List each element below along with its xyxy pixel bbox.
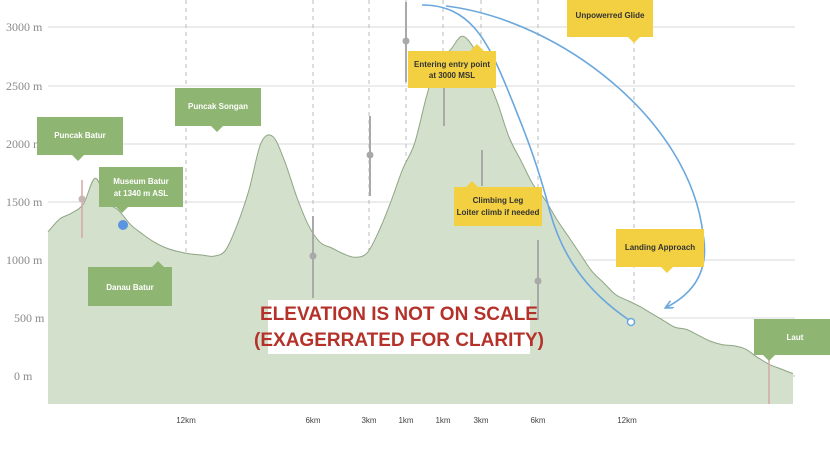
descent-path-line	[421, 4, 630, 321]
y-tick-label: 1500 m	[6, 195, 43, 209]
waypoint-dot	[366, 151, 374, 159]
y-tick-label: 2000 m	[6, 137, 43, 151]
callout-label: Danau Batur	[106, 283, 154, 292]
callout-climbing-leg: Climbing Leg Loiter climb if needed	[454, 181, 542, 226]
waypoint-dot	[534, 277, 542, 285]
glide-path-arrow	[445, 5, 706, 307]
x-tick-label: 12km	[176, 416, 196, 425]
callout-label: Loiter climb if needed	[457, 208, 540, 217]
callout-danau-batur: Danau Batur	[88, 261, 172, 306]
x-tick-label: 6km	[305, 416, 320, 425]
y-tick-label: 0 m	[14, 369, 33, 383]
disclaimer-line-2: (EXAGERRATED FOR CLARITY)	[254, 330, 544, 351]
callout-landing-approach: Landing Approach	[616, 229, 704, 273]
callout-label: Unpowerred Glide	[576, 11, 645, 20]
callout-label: at 3000 MSL	[429, 71, 475, 80]
callout-entry-point: Entering entry point at 3000 MSL	[408, 44, 496, 88]
x-tick-label: 6km	[530, 416, 545, 425]
y-tick-label: 1000 m	[6, 253, 43, 267]
x-tick-label: 3km	[473, 416, 488, 425]
x-tick-label: 1km	[398, 416, 413, 425]
callout-label: Laut	[787, 333, 804, 342]
scale-disclaimer: ELEVATION IS NOT ON SCALE (EXAGERRATED F…	[254, 300, 544, 354]
callout-label: Museum Batur	[113, 177, 169, 186]
y-axis-labels: 3000 m 2500 m 2000 m 1500 m 1000 m 500 m…	[6, 20, 45, 383]
waypoint-dot	[402, 37, 410, 45]
callout-label: Entering entry point	[414, 60, 490, 69]
disclaimer-line-1: ELEVATION IS NOT ON SCALE	[260, 304, 538, 325]
x-axis-labels: 12km 6km 3km 1km 1km 3km 6km 12km	[176, 416, 637, 425]
y-tick-label: 3000 m	[6, 20, 43, 34]
x-tick-label: 3km	[361, 416, 376, 425]
y-tick-label: 2500 m	[6, 79, 43, 93]
waypoint-markers	[78, 2, 770, 404]
callout-puncak-batur: Puncak Batur	[37, 117, 123, 161]
callout-label: Puncak Batur	[54, 131, 106, 140]
callout-laut: Laut	[754, 319, 830, 361]
callout-unpowered-glide: Unpowerred Glide	[567, 0, 653, 43]
y-tick-label: 500 m	[14, 311, 45, 325]
terrain-elevation-area	[48, 36, 793, 404]
waypoint-dot	[309, 252, 317, 260]
callout-label: Climbing Leg	[473, 196, 524, 205]
waypoint-dot	[78, 195, 86, 203]
x-tick-label: 12km	[617, 416, 637, 425]
landing-point-marker	[626, 317, 636, 327]
terrain-elevation-line	[47, 35, 794, 375]
callout-label: Landing Approach	[625, 243, 695, 252]
callout-label: at 1340 m ASL	[114, 189, 169, 198]
flight-path	[421, 4, 706, 327]
callout-museum-batur: Museum Batur at 1340 m ASL	[99, 167, 183, 213]
callout-puncak-songan: Puncak Songan	[175, 88, 261, 132]
x-tick-label: 1km	[435, 416, 450, 425]
callout-label: Puncak Songan	[188, 102, 248, 111]
museum-location-marker	[118, 220, 128, 230]
